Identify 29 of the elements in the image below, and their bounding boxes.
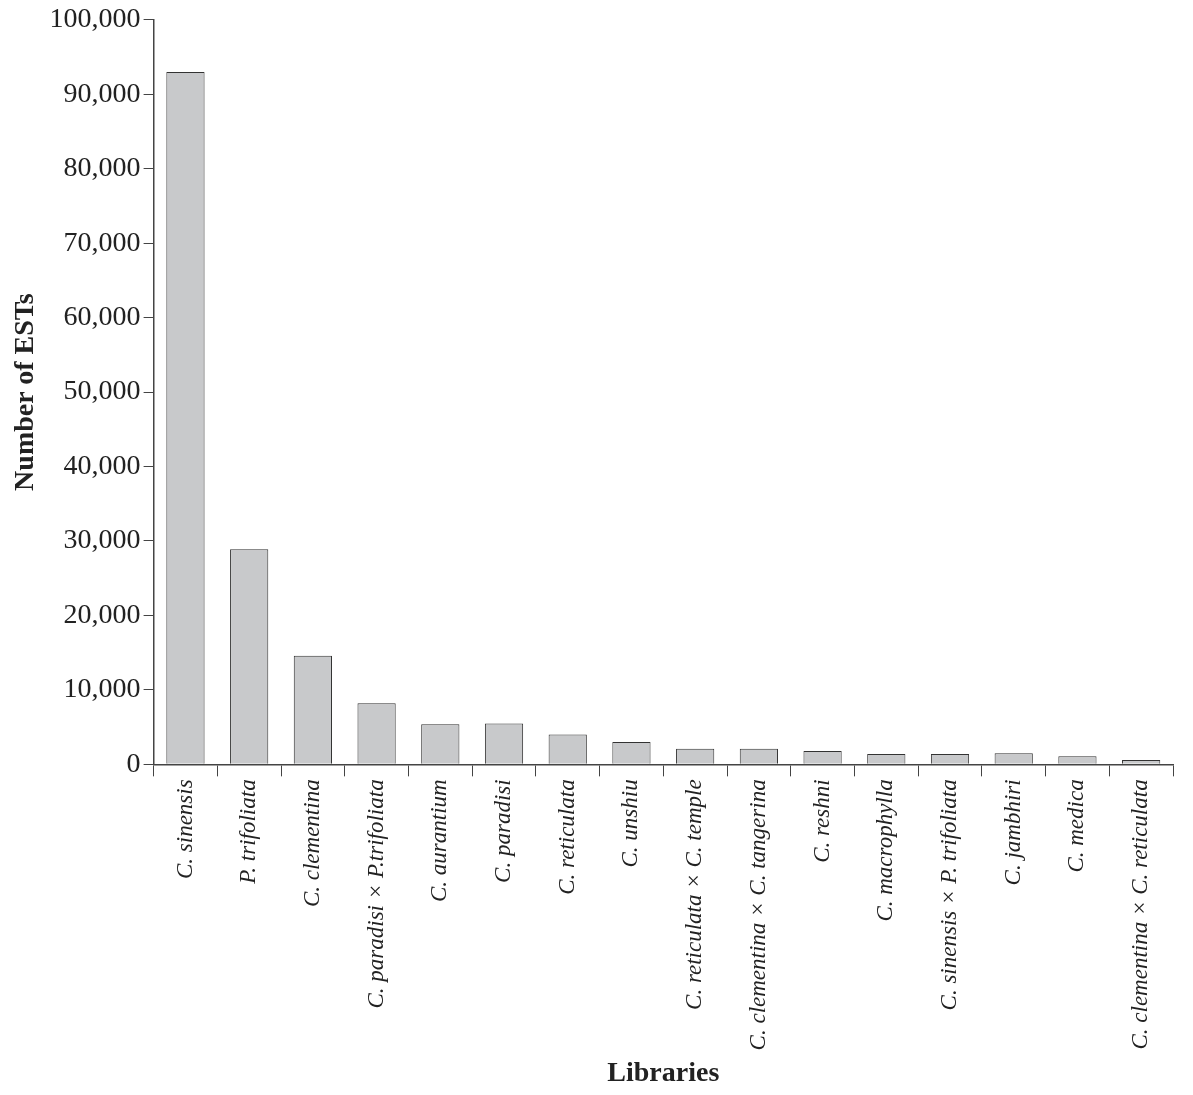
y-tick-label: 20,000 — [63, 597, 141, 629]
x-tick-label: C. sinensis — [171, 779, 197, 880]
x-tick-label: C. paradisi — [490, 779, 516, 883]
x-axis-title: Libraries — [607, 1056, 720, 1088]
x-tick-label: C. aurantium — [426, 779, 452, 903]
y-tick-label: 70,000 — [63, 225, 141, 257]
y-tick-label: 80,000 — [63, 151, 141, 183]
y-tick-label: 0 — [126, 746, 141, 778]
y-tick-label: 50,000 — [63, 374, 141, 406]
x-tick-label: C. clementina — [298, 779, 324, 908]
x-tick-label: C. reticulata — [553, 779, 579, 895]
y-tick-label: 10,000 — [63, 672, 141, 704]
x-tick-label: C. medica — [1063, 779, 1089, 873]
y-axis-title: Number of ESTs — [8, 293, 40, 491]
x-tick-label: C. clementina × C. reticulata — [1127, 779, 1153, 1050]
x-tick-label: P. trifoliata — [235, 779, 261, 885]
y-tick-label: 60,000 — [63, 299, 141, 331]
y-tick-label: 30,000 — [63, 523, 141, 555]
x-tick-label: C. unshiu — [617, 779, 643, 868]
x-tick-label: C. jambhiri — [999, 779, 1025, 886]
x-tick-label: C. reshni — [808, 779, 834, 863]
x-tick-label: C. macrophylla — [872, 779, 898, 922]
x-tick-label: C. clementina × C. tangerina — [744, 779, 770, 1051]
y-tick-label: 40,000 — [63, 448, 141, 480]
y-tick-label: 90,000 — [63, 76, 141, 108]
x-tick-label: C. paradisi × P.trifoliata — [362, 779, 388, 1009]
x-tick-label: C. sinensis × P. trifoliata — [936, 779, 962, 1011]
x-tick-label: C. reticulata × C. temple — [681, 779, 707, 1010]
y-tick-label: 100,000 — [49, 2, 141, 34]
